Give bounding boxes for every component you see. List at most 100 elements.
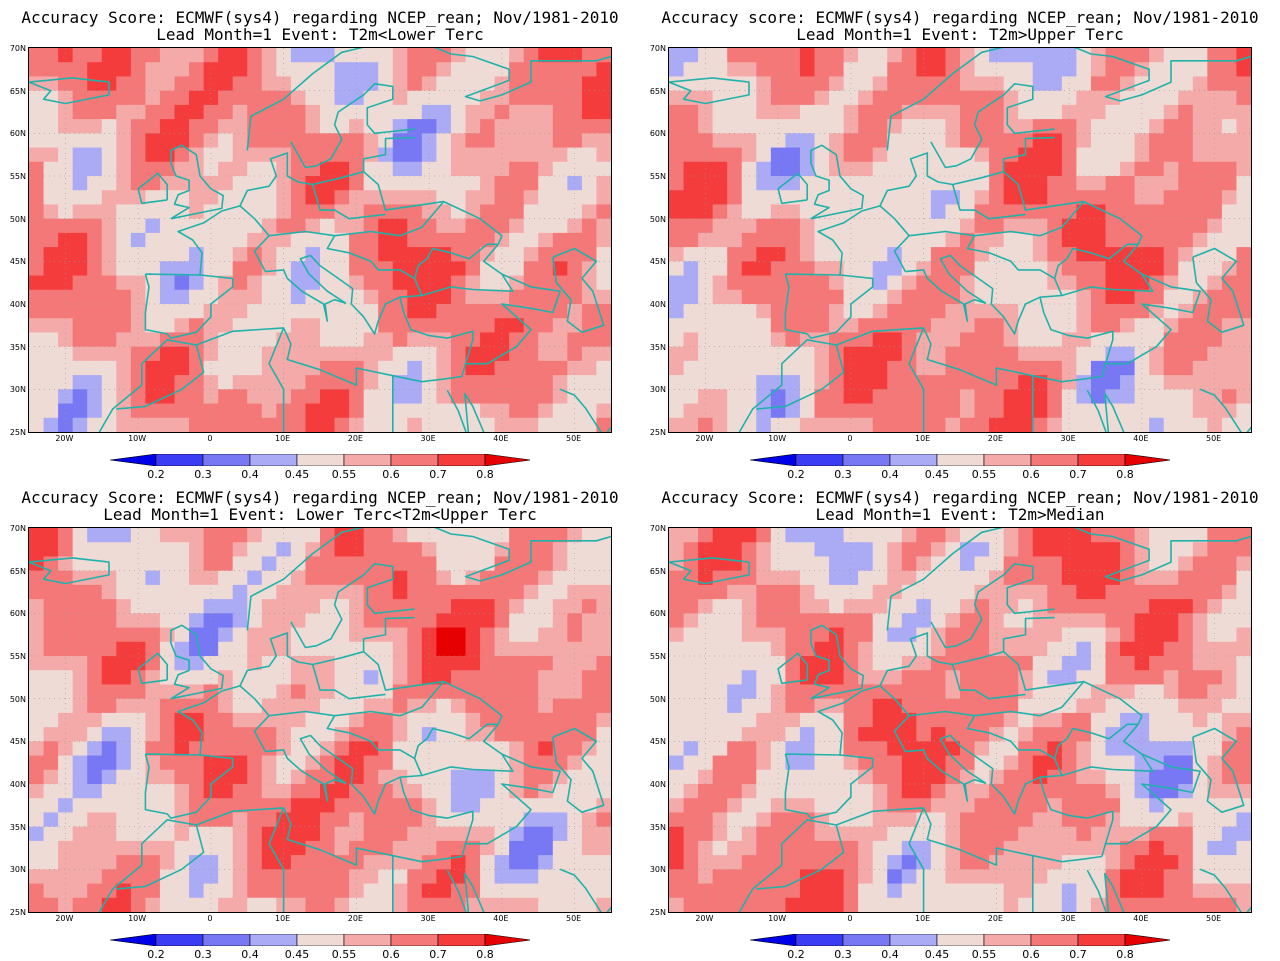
coastline [1061,243,1154,297]
colorbar [750,934,1170,946]
colorbar-swatch [1030,934,1079,946]
coastline [879,685,910,752]
coastline [265,734,347,802]
coastline [1076,528,1251,582]
coastline [98,327,463,432]
coastline [669,77,750,105]
lat-tick-label: 65N [9,86,26,96]
coastline [738,327,1103,432]
coastline [269,171,445,237]
lat-tick-label: 55N [9,172,26,181]
colorbar-swatch [889,934,938,946]
coastline [1199,388,1251,432]
lon-tick-label: 30E [1060,914,1076,923]
lon-tick-label: 0 [207,914,213,923]
coastline [116,344,205,410]
colorbar-label: 0.7 [429,948,447,961]
coastline [756,344,845,410]
coastline [817,136,1055,276]
lat-tick-label: 60N [9,129,26,139]
colorbar-label: 0.7 [1069,468,1087,481]
lat-tick-label: 60N [9,609,26,619]
colorbar-label: 0.4 [881,468,899,481]
contour-map [669,528,1251,912]
lat-tick-label: 30N [649,865,666,875]
lon-tick-label: 10W [768,914,787,923]
coastline [905,734,987,802]
coastline [738,807,1103,912]
lat-tick-label: 30N [649,385,666,395]
colorbar-swatch [983,934,1032,946]
colorbar-swatch [249,934,298,946]
lat-tick-label: 25N [649,908,666,917]
coastline [669,557,750,585]
coastline [246,528,437,631]
lat-tick-label: 40N [649,300,666,309]
colorbar-label: 0.45 [924,948,950,961]
coastline [170,144,224,220]
lon-tick-label: 10E [275,434,291,443]
colorbar-min-arrow [750,454,797,466]
coastline [559,868,611,912]
coastline [239,685,270,752]
colorbar [110,934,530,946]
coastline [268,327,285,432]
colorbar-label: 0.4 [241,948,259,961]
lat-tick-label: 25N [9,908,26,917]
coastline [269,651,445,717]
lat-tick-label: 50N [9,214,26,224]
lat-tick-label: 25N [9,428,26,437]
panel-subtitle: Lead Month=1 Event: Lower Terc<T2m<Upper… [103,505,537,524]
map-panel: Accuracy Score: ECMWF(sys4) regarding NC… [0,480,640,961]
colorbar [750,454,1170,466]
colorbar-label: 0.2 [147,468,165,481]
coastline [436,48,611,102]
panel-title: Accuracy Score: ECMWF(sys4) regarding NC… [661,488,1259,507]
colorbar-swatch [437,934,486,946]
colorbar-label: 0.45 [284,468,310,481]
lat-tick-label: 55N [649,172,666,181]
map-frame [28,527,612,913]
coastline [98,807,463,912]
colorbar-min-arrow [110,454,157,466]
coastline [905,254,987,322]
coastline [144,753,234,819]
colorbar-swatch [437,454,486,466]
panel-title: Accuracy Score: ECMWF(sys4) regarding NC… [21,8,619,27]
lon-tick-label: 50E [1206,434,1222,443]
colorbar-label: 0.45 [924,468,950,481]
coastline [756,824,845,890]
coastline [1039,297,1114,377]
colorbar-label: 0.6 [1022,468,1040,481]
map-frame [28,47,612,433]
coastline [177,136,415,276]
coastline [170,624,224,700]
lat-tick-label: 65N [649,86,666,96]
colorbar-max-arrow [484,934,530,946]
colorbar-label: 0.3 [834,468,852,481]
coastline [1083,200,1143,245]
colorbar-label: 0.8 [1116,948,1134,961]
coastline [817,616,1055,756]
coastline [552,727,605,814]
coastline [116,824,205,890]
colorbar-label: 0.6 [382,948,400,961]
colorbar-label: 0.3 [194,468,212,481]
lon-tick-label: 10E [275,914,291,923]
lat-tick-label: 70N [9,524,26,533]
coastline [559,388,611,432]
coastline [908,327,925,432]
colorbar-min-arrow [110,934,157,946]
colorbar-swatch [936,934,985,946]
colorbar-swatch [343,934,392,946]
lon-tick-label: 30E [420,914,436,923]
coastline [784,753,874,819]
coastline [309,254,428,335]
coastline [421,723,514,777]
coastline [311,184,386,220]
lat-tick-label: 45N [9,737,26,747]
lon-tick-label: 10W [128,914,147,923]
coastline [465,753,561,845]
lat-tick-label: 35N [649,822,666,832]
contour-map [29,48,611,432]
